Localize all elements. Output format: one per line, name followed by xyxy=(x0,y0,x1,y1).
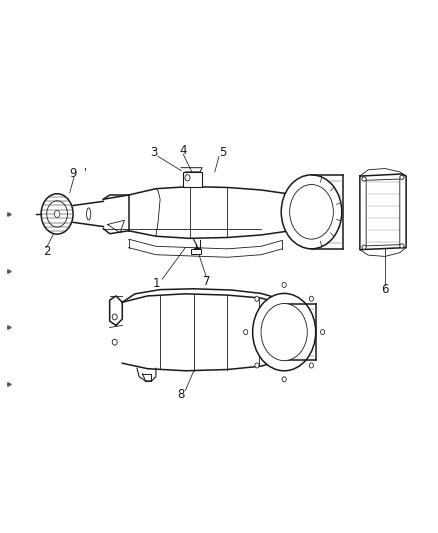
Ellipse shape xyxy=(309,296,314,301)
Ellipse shape xyxy=(47,201,67,227)
Text: 1: 1 xyxy=(152,277,160,290)
Bar xyxy=(191,249,201,254)
Ellipse shape xyxy=(185,175,190,181)
Ellipse shape xyxy=(281,175,342,249)
Ellipse shape xyxy=(400,244,404,248)
Text: 6: 6 xyxy=(381,283,389,296)
Text: 3: 3 xyxy=(150,147,158,159)
Ellipse shape xyxy=(255,363,259,368)
Text: 4: 4 xyxy=(180,144,187,157)
Text: 7: 7 xyxy=(203,274,210,288)
Ellipse shape xyxy=(362,177,366,181)
Bar xyxy=(183,172,202,187)
Ellipse shape xyxy=(290,184,333,239)
Ellipse shape xyxy=(261,303,307,361)
Ellipse shape xyxy=(244,329,248,335)
Ellipse shape xyxy=(54,211,60,217)
Ellipse shape xyxy=(112,339,117,345)
Ellipse shape xyxy=(309,363,314,368)
Text: 5: 5 xyxy=(219,147,227,159)
Ellipse shape xyxy=(112,314,117,320)
Text: ': ' xyxy=(85,167,87,177)
Ellipse shape xyxy=(87,208,91,220)
Ellipse shape xyxy=(400,175,404,180)
Ellipse shape xyxy=(362,245,366,249)
Text: 2: 2 xyxy=(43,245,50,259)
Text: 8: 8 xyxy=(177,388,185,401)
Ellipse shape xyxy=(321,329,325,335)
Ellipse shape xyxy=(282,377,286,382)
Ellipse shape xyxy=(255,296,259,301)
Ellipse shape xyxy=(253,293,316,371)
Ellipse shape xyxy=(41,194,73,234)
Ellipse shape xyxy=(282,282,286,287)
Text: 9: 9 xyxy=(70,167,77,181)
